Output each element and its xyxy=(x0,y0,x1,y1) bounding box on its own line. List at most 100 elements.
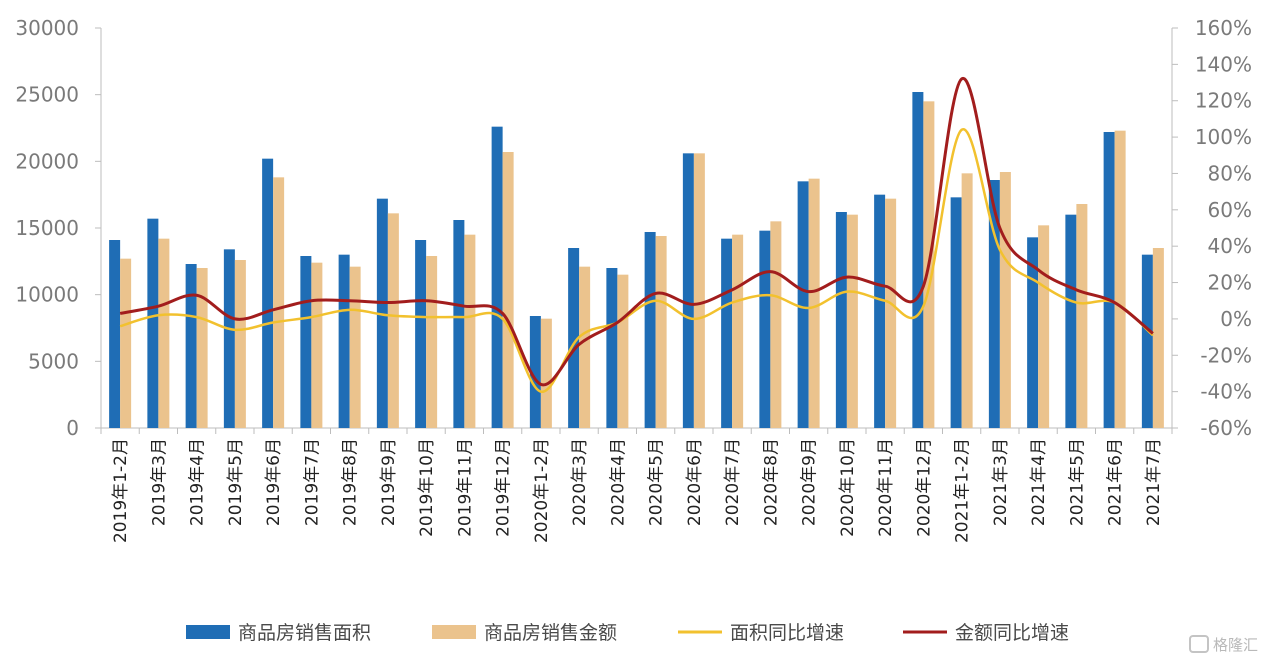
bar-amount xyxy=(579,266,591,428)
bar-amount xyxy=(1038,225,1050,428)
bar-amount xyxy=(234,260,246,428)
bar-amount xyxy=(617,274,629,428)
legend-label: 商品房销售面积 xyxy=(238,622,371,644)
bar-area xyxy=(453,220,465,428)
bar-amount xyxy=(770,221,782,428)
bar-amount xyxy=(120,258,132,428)
bar-amount xyxy=(1152,248,1164,428)
bar-area xyxy=(1027,237,1039,428)
x-tick-label: 2020年1-2月 xyxy=(532,438,552,543)
x-tick-label: 2020年12月 xyxy=(914,438,934,537)
bar-amount xyxy=(846,214,858,428)
x-tick-label: 2019年6月 xyxy=(264,438,284,526)
x-tick-label: 2021年4月 xyxy=(1029,438,1049,526)
watermark-text: 格隆汇 xyxy=(1213,636,1258,654)
right-tick-label: -60% xyxy=(1200,416,1252,440)
x-tick-label: 2019年8月 xyxy=(341,438,361,526)
x-tick-label: 2021年1-2月 xyxy=(953,438,973,543)
bar-amount xyxy=(655,236,667,428)
x-tick-label: 2021年7月 xyxy=(1144,438,1164,526)
bar-area xyxy=(874,194,886,428)
bar-area xyxy=(721,238,733,428)
x-tick-label: 2020年4月 xyxy=(608,438,628,526)
left-tick-label: 25000 xyxy=(15,83,79,107)
line-amount-growth xyxy=(119,77,1154,387)
x-tick-label: 2019年11月 xyxy=(455,438,475,537)
x-tick-label: 2021年5月 xyxy=(1067,438,1087,526)
x-tick-label: 2020年7月 xyxy=(723,438,743,526)
x-tick-label: 2020年9月 xyxy=(800,438,820,526)
left-tick-label: 15000 xyxy=(15,216,79,240)
right-tick-label: 120% xyxy=(1195,89,1252,113)
bar-area xyxy=(797,181,809,428)
right-tick-label: 140% xyxy=(1195,52,1252,76)
bar-amount xyxy=(999,172,1011,428)
bar-amount xyxy=(464,234,476,428)
bar-amount xyxy=(311,262,323,428)
left-tick-label: 30000 xyxy=(15,16,79,40)
bar-amount xyxy=(196,268,208,428)
bar-area xyxy=(835,212,847,428)
bar-area xyxy=(1141,254,1153,428)
right-axis-ticks: -60% -40% -20% 0% 20% 40% 60% 80% 100% 120% 140% 16… xyxy=(1195,16,1252,440)
x-tick-label: 2019年3月 xyxy=(149,438,169,526)
bar-amount xyxy=(502,152,514,428)
x-tick-label: 2020年11月 xyxy=(876,438,896,537)
bar-area xyxy=(568,248,580,428)
left-tick-label: 10000 xyxy=(15,283,79,307)
right-tick-label: 0% xyxy=(1220,307,1252,331)
bar-area xyxy=(223,249,235,428)
bar-amount xyxy=(961,173,973,428)
bar-area xyxy=(529,316,541,428)
x-axis-ticks: 2019年1-2月 2019年3月 2019年4月 2019年5月 2019年6月 201… xyxy=(111,438,1164,543)
watermark: 格隆汇 xyxy=(1189,635,1258,654)
bar-amount xyxy=(387,213,399,428)
left-tick-label: 20000 xyxy=(15,149,79,173)
bar-amount xyxy=(158,238,170,428)
bar-area xyxy=(491,126,503,429)
bar-area xyxy=(147,218,159,428)
axes xyxy=(95,27,1178,434)
legend-label: 面积同比增速 xyxy=(730,622,844,644)
right-tick-label: -20% xyxy=(1200,343,1252,367)
bar-amount xyxy=(540,318,552,428)
left-axis-ticks: 0 5000 10000 15000 20000 25000 30000 xyxy=(15,16,79,440)
x-tick-label: 2019年1-2月 xyxy=(111,438,131,543)
x-tick-label: 2019年12月 xyxy=(494,438,514,537)
right-tick-label: 160% xyxy=(1195,16,1252,40)
watermark-logo-icon xyxy=(1189,635,1209,653)
bar-amount xyxy=(732,234,744,428)
legend-swatch xyxy=(186,625,230,639)
bar-area xyxy=(262,158,274,428)
bar-amount xyxy=(808,178,820,428)
bar-amount xyxy=(885,198,897,428)
right-tick-label: -40% xyxy=(1200,380,1252,404)
bar-area xyxy=(1065,214,1077,428)
bar-area xyxy=(644,232,656,428)
bar-area xyxy=(606,268,618,428)
bar-area xyxy=(185,264,197,428)
right-tick-label: 80% xyxy=(1208,161,1252,185)
bar-amount xyxy=(1114,130,1126,428)
x-tick-label: 2019年7月 xyxy=(302,438,322,526)
bar-area xyxy=(912,92,924,428)
bar-area xyxy=(338,254,350,428)
bar-amount xyxy=(1076,204,1088,428)
bar-amount xyxy=(426,256,438,428)
bar-area xyxy=(682,153,694,429)
bars xyxy=(109,92,1164,429)
x-tick-label: 2019年10月 xyxy=(417,438,437,537)
line-area-growth xyxy=(119,128,1154,393)
right-tick-label: 60% xyxy=(1208,198,1252,222)
right-tick-label: 40% xyxy=(1208,234,1252,258)
x-tick-label: 2019年9月 xyxy=(379,438,399,526)
bar-amount xyxy=(693,153,705,429)
legend-label: 商品房销售金额 xyxy=(484,622,617,644)
x-tick-label: 2020年10月 xyxy=(838,438,858,537)
left-tick-label: 5000 xyxy=(28,349,79,373)
bar-amount xyxy=(273,177,285,428)
x-tick-label: 2019年5月 xyxy=(226,438,246,526)
bar-area xyxy=(759,230,771,428)
x-tick-label: 2020年8月 xyxy=(761,438,781,526)
